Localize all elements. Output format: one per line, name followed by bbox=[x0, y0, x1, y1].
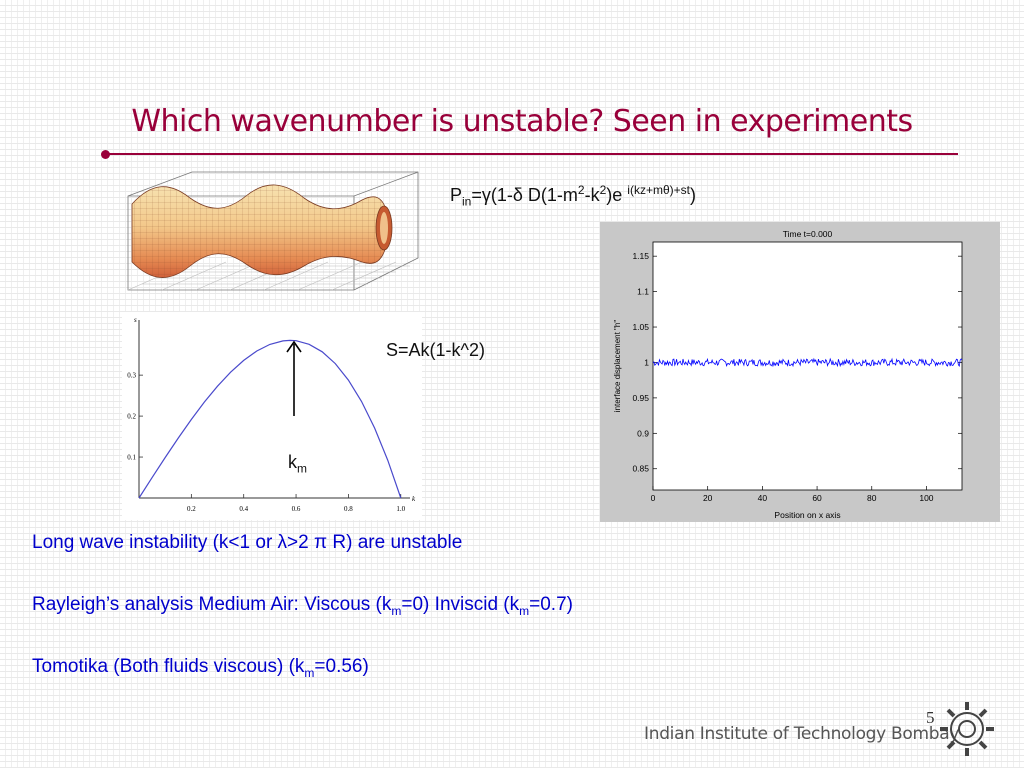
y-tick-label: 0.2 bbox=[127, 413, 136, 421]
growth-rate-curve bbox=[138, 339, 402, 499]
x-tick-label: 100 bbox=[919, 493, 933, 503]
text-line-rayleigh: Rayleigh’s analysis Medium Air: Viscous … bbox=[32, 594, 573, 618]
x-tick-label: 20 bbox=[703, 493, 713, 503]
x-tick-label: 80 bbox=[867, 493, 877, 503]
y-tick-label: 1.15 bbox=[632, 251, 649, 261]
slide-title: Which wavenumber is unstable? Seen in ex… bbox=[131, 104, 913, 139]
x-tick-label: 0.4 bbox=[239, 505, 248, 513]
x-axis-label: k bbox=[412, 495, 416, 503]
y-tick-label: 0.9 bbox=[637, 428, 649, 438]
y-tick-label: 0.1 bbox=[127, 454, 136, 462]
y-tick-label: 1.1 bbox=[637, 287, 649, 297]
x-tick-label: 60 bbox=[812, 493, 822, 503]
y-tick-label: 0.3 bbox=[127, 372, 136, 380]
km-arrow-icon bbox=[286, 340, 302, 416]
growth-rate-equation: S=Ak(1-k^2) bbox=[386, 340, 485, 360]
x-tick-label: 0.6 bbox=[292, 505, 301, 513]
page-number: 5 bbox=[926, 708, 935, 727]
displacement-series-line bbox=[652, 357, 963, 368]
wavy-cylinder-image bbox=[127, 171, 419, 291]
y-axis-label: interface displacement "h" bbox=[613, 320, 622, 413]
x-tick-label: 0 bbox=[651, 493, 656, 503]
y-tick-label: 1 bbox=[644, 357, 649, 367]
iit-bombay-logo-icon bbox=[940, 702, 994, 756]
interface-displacement-chart: Time t=0.000 Position on x axis interface … bbox=[613, 229, 963, 520]
text-line-tomotika: Tomotika (Both fluids viscous) (km=0.56) bbox=[32, 656, 369, 680]
x-tick-label: 0.8 bbox=[344, 505, 353, 513]
pressure-equation: Pin=γ(1-δ D(1-m2-k2)e i(kz+mθ)+st) bbox=[450, 183, 696, 209]
institute-name: Indian Institute of Technology Bombay bbox=[644, 724, 960, 744]
plot-area bbox=[652, 241, 963, 491]
y-tick-label: 1.05 bbox=[632, 322, 649, 332]
y-tick-label: 0.85 bbox=[632, 464, 649, 474]
y-axis-label: s bbox=[134, 316, 137, 324]
x-tick-label: 0.2 bbox=[187, 505, 196, 513]
x-axis-label: Position on x axis bbox=[774, 510, 840, 520]
growth-rate-chart: s k 0.2 0.4 0.6 0.8 1.0 0.1 0.2 0.3 bbox=[122, 312, 422, 520]
title-underline bbox=[106, 153, 958, 155]
x-tick-label: 40 bbox=[758, 493, 768, 503]
km-label: km bbox=[288, 452, 307, 476]
simulation-panel: Time t=0.000 Position on x axis interface … bbox=[600, 222, 1000, 522]
y-tick-label: 0.95 bbox=[632, 393, 649, 403]
x-tick-label: 1.0 bbox=[396, 505, 405, 513]
text-line-long-wave: Long wave instability (k<1 or λ>2 π R) a… bbox=[32, 532, 463, 553]
chart-title: Time t=0.000 bbox=[783, 229, 833, 239]
title-bullet-dot bbox=[101, 150, 110, 159]
